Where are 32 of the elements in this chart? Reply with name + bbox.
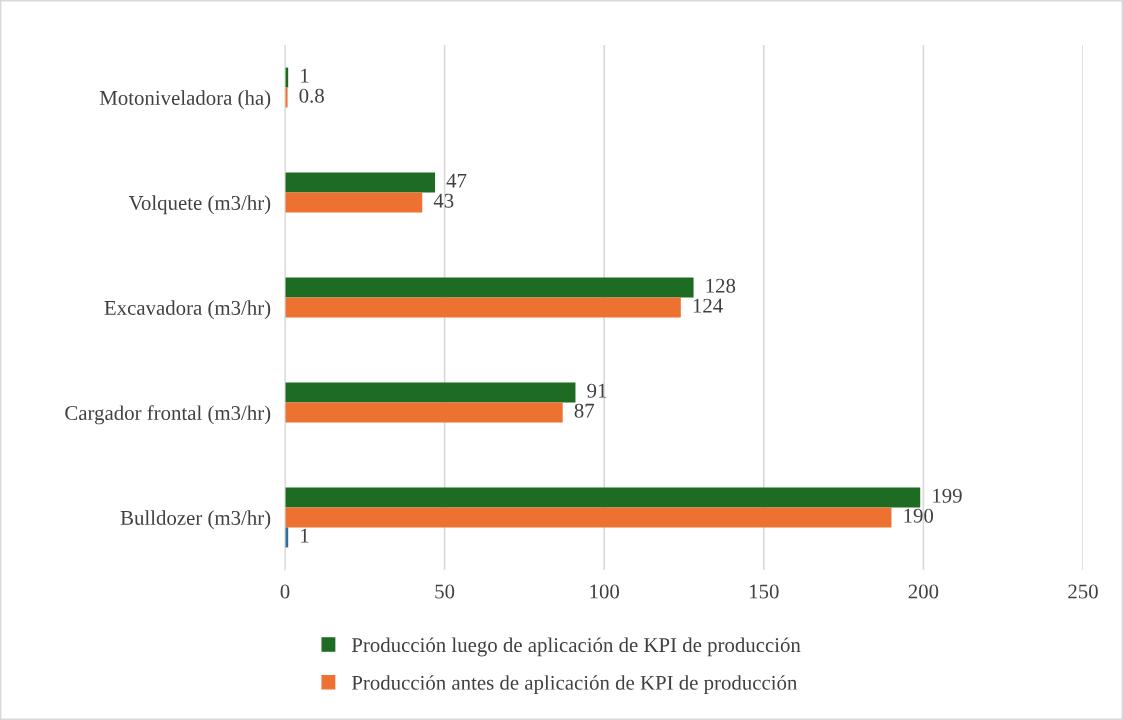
x-tick-label: 150: [750, 584, 779, 599]
data-label: 91: [587, 383, 607, 398]
data-label: 47: [446, 173, 467, 188]
data-label: 1: [301, 528, 309, 543]
data-label: 128: [706, 278, 736, 293]
y-tick-label: Excavadora (m3/hr): [104, 300, 271, 320]
bar: [285, 487, 921, 508]
data-label: 87: [574, 403, 595, 418]
y-tick-label: Motoniveladora (ha): [99, 90, 271, 110]
x-tick-label: 250: [1068, 584, 1098, 599]
bar: [285, 297, 681, 318]
bar: [285, 507, 892, 528]
data-label: 190: [904, 508, 934, 523]
y-tick-label: Bulldozer (m3/hr): [120, 510, 271, 530]
y-tick-label: Volquete (m3/hr): [128, 195, 271, 215]
data-label: 43: [433, 193, 454, 208]
data-label: 124: [693, 298, 723, 313]
bar: [285, 402, 563, 423]
bar: [285, 192, 423, 213]
legend-label: Producción antes de aplicación de KPI de producción: [351, 675, 798, 695]
bar: [285, 172, 436, 193]
y-tick-label: Cargador frontal (m3/hr): [65, 405, 271, 425]
x-tick-label: 50: [435, 584, 455, 599]
legend-label: Producción luego de aplicación de KPI de producción: [351, 637, 801, 657]
bar: [285, 277, 694, 298]
x-tick-label: 0: [280, 584, 290, 599]
data-label: 0.8: [299, 88, 324, 103]
x-tick-label: 200: [908, 584, 939, 599]
data-label: 199: [933, 488, 962, 503]
x-tick-label: 100: [590, 584, 620, 599]
bar: [285, 382, 576, 403]
data-label: 1: [301, 68, 309, 83]
